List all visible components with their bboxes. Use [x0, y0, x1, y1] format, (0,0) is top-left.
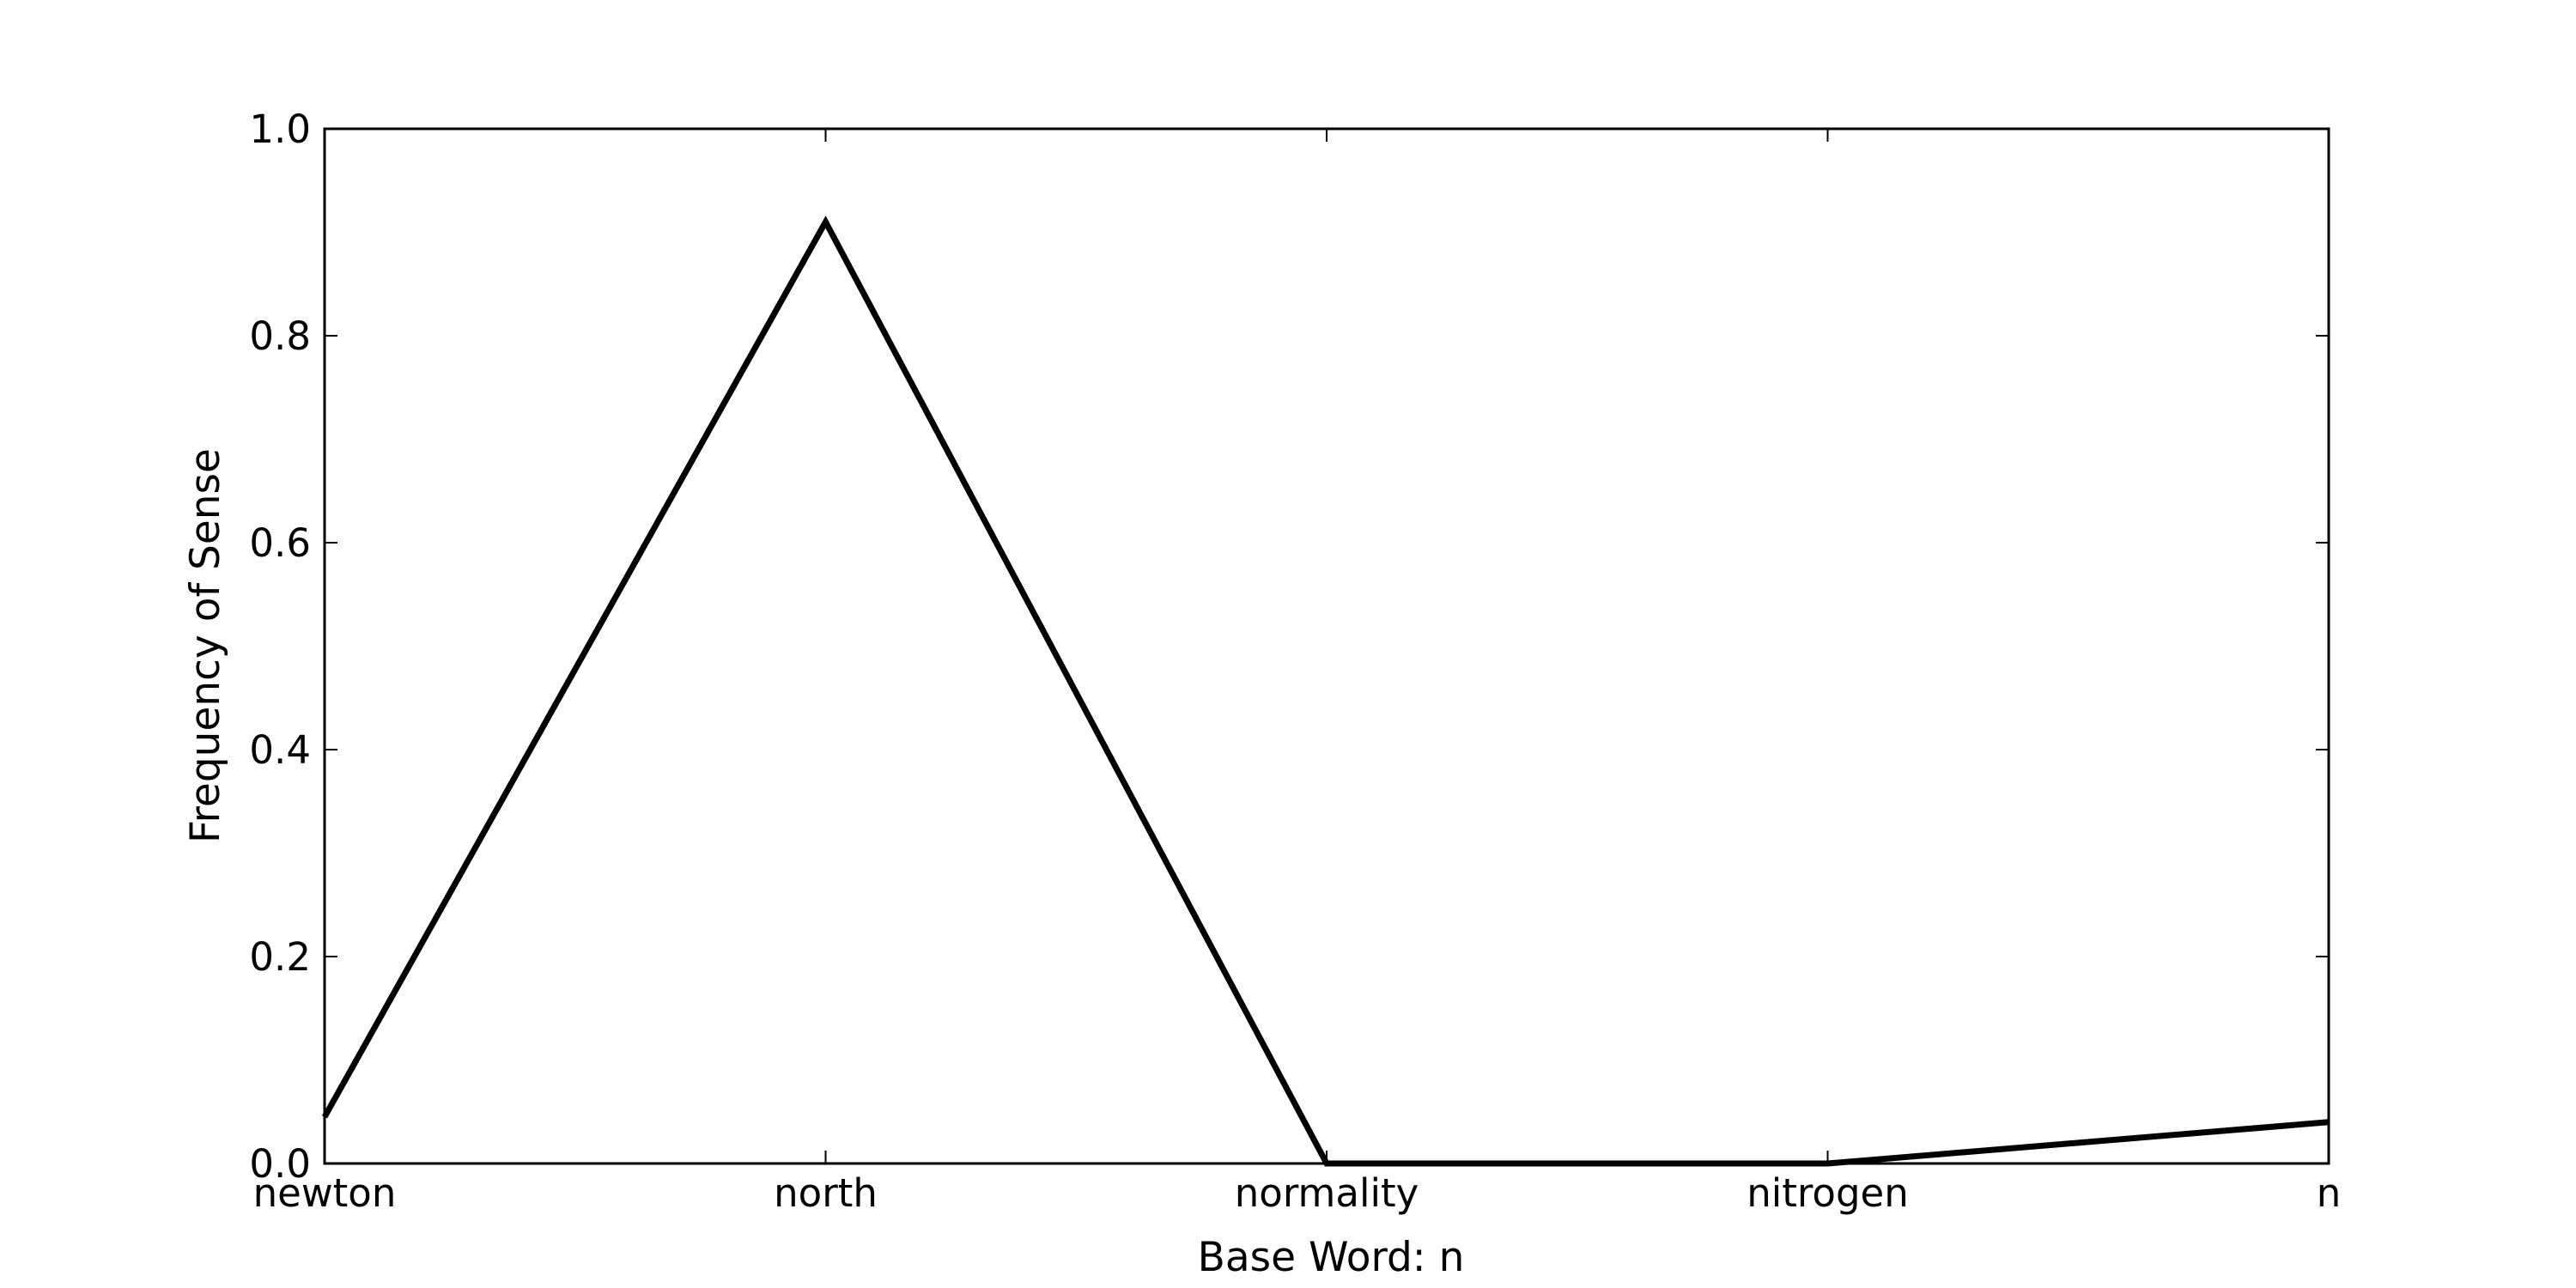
axes-frame	[323, 127, 2330, 1165]
x-tick-label: nitrogen	[1747, 1170, 1908, 1216]
x-tick-label: normality	[1235, 1170, 1419, 1216]
plot-area: 0.0 0.2 0.4 0.6 0.8 1.0 newton north normality ni…	[249, 106, 2341, 1216]
x-axis-label: Base Word: n	[1198, 1234, 1465, 1281]
y-axis-label: Frequency of Sense	[182, 448, 229, 843]
y-tick-label: 0.4	[249, 727, 311, 773]
y-tick-label: 0.6	[249, 520, 311, 566]
y-tick-label: 0.2	[249, 934, 311, 980]
y-tick-label: 0.8	[249, 313, 311, 359]
series-line	[321, 216, 2330, 1167]
x-tick-label: newton	[253, 1170, 397, 1216]
x-tick-label: north	[774, 1170, 878, 1216]
y-tick-label: 1.0	[249, 106, 311, 152]
x-tick-label: n	[2317, 1170, 2342, 1216]
y-tick-label: 0.0	[249, 1141, 311, 1187]
